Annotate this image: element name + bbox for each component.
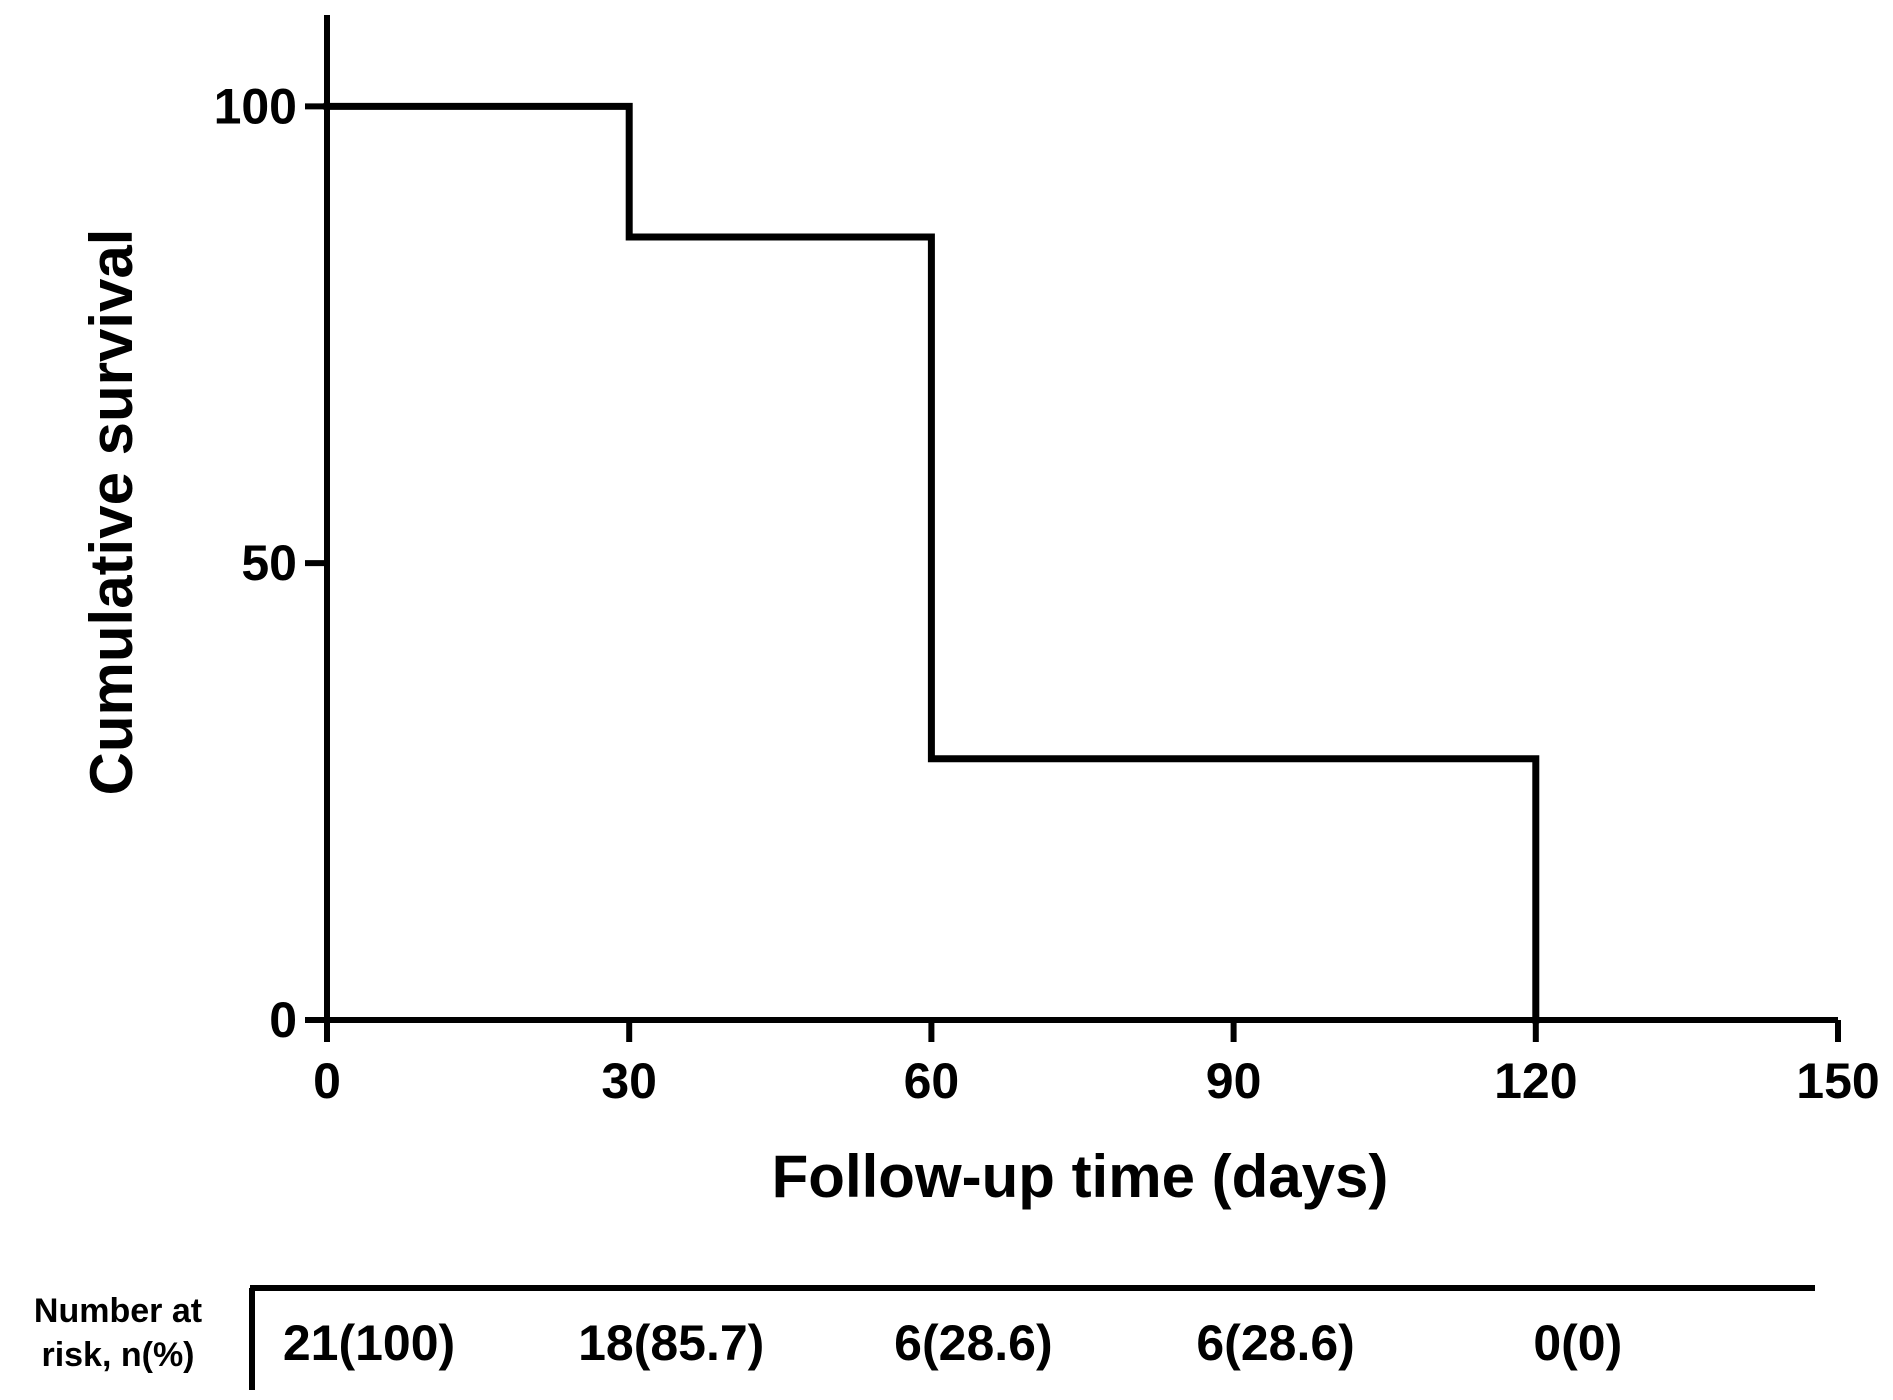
series-group	[323, 102, 1540, 1024]
x-axis-ticks: 0 30 60 90 120 150	[313, 1020, 1880, 1109]
x-tick-label: 30	[601, 1053, 657, 1109]
survival-step-line	[323, 102, 1540, 1024]
y-tick-label: 0	[269, 992, 297, 1048]
risk-value: 18(85.7)	[578, 1315, 764, 1371]
x-tick-label: 60	[904, 1053, 960, 1109]
y-axis-title: Cumulative survival	[78, 229, 145, 796]
y-tick-label: 100	[214, 78, 297, 134]
x-tick-label: 150	[1796, 1053, 1879, 1109]
risk-value: 6(28.6)	[894, 1315, 1052, 1371]
x-axis-title: Follow-up time (days)	[772, 1143, 1389, 1210]
risk-value: 6(28.6)	[1196, 1315, 1354, 1371]
risk-value: 0(0)	[1533, 1315, 1622, 1371]
risk-table-values: 21(100) 18(85.7) 6(28.6) 6(28.6) 0(0)	[283, 1315, 1622, 1371]
x-tick-label: 0	[313, 1053, 341, 1109]
risk-table-header-line1: Number at	[34, 1292, 202, 1330]
risk-table-header-line2: risk, n(%)	[41, 1336, 194, 1374]
risk-value: 21(100)	[283, 1315, 455, 1371]
axes	[324, 15, 1838, 1023]
x-tick-label: 90	[1206, 1053, 1262, 1109]
y-tick-label: 50	[241, 535, 297, 591]
y-axis-ticks: 0 50 100	[214, 78, 327, 1048]
x-tick-label: 120	[1494, 1053, 1577, 1109]
